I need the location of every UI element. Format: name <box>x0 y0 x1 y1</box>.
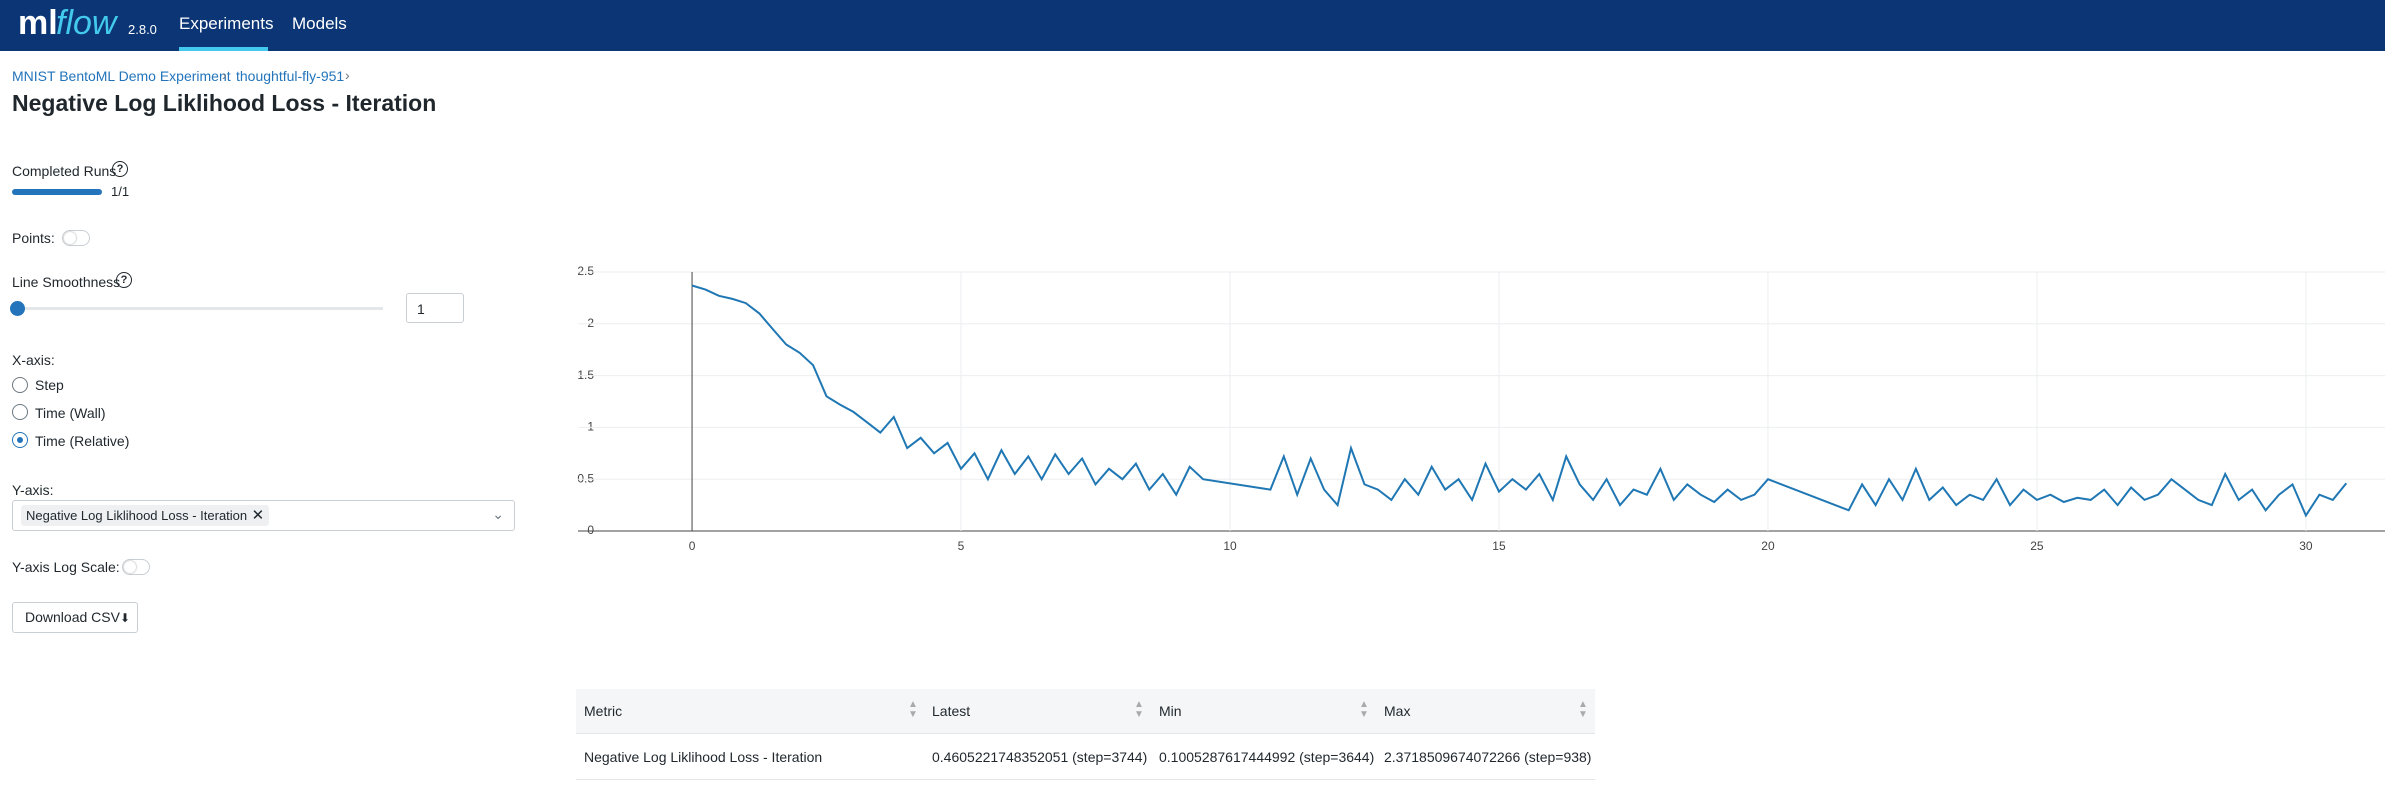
breadcrumb-separator: › <box>345 67 350 83</box>
nav-experiments[interactable]: Experiments <box>179 14 274 33</box>
cell-text: 0.1005287617444992 (step=3644) <box>1159 749 1375 765</box>
help-icon[interactable]: ? <box>116 272 132 288</box>
header-text: Metric <box>584 703 623 719</box>
table-cell: 0.1005287617444992 (step=3644) <box>1151 735 1376 780</box>
table-header-cell[interactable]: Min <box>1151 689 1376 734</box>
radio-wall[interactable] <box>12 404 28 420</box>
cell-text: 0.4605221748352051 (step=3744) <box>932 749 1148 765</box>
table-header-cell[interactable]: Latest <box>924 689 1151 734</box>
logo-ml[interactable]: ml <box>18 4 58 42</box>
sort-icon[interactable]: ▲ ▼ <box>1134 699 1144 720</box>
smoothness-value: 1 <box>417 301 425 317</box>
x-tick-label: 20 <box>1761 539 1775 553</box>
smoothness-input[interactable]: 1 <box>406 293 464 323</box>
x-axis-label: X-axis: <box>12 352 55 368</box>
points-label: Points: <box>12 230 55 246</box>
smoothness-label: Line Smoothness <box>12 274 121 290</box>
radio-step-label[interactable]: Step <box>35 377 64 393</box>
y-tick-label: 2 <box>587 316 594 330</box>
select-chevron: ⌄ <box>492 506 504 522</box>
log-scale-label: Y-axis Log Scale: <box>12 559 120 575</box>
version: 2.8.0 <box>128 22 157 37</box>
y-tick-label: 0 <box>587 523 594 537</box>
y-axis-selected: Negative Log Liklihood Loss - Iteration <box>26 508 248 523</box>
cell-text: 2.3718509674072266 (step=938) <box>1384 749 1592 765</box>
radio-step[interactable] <box>12 377 28 393</box>
header-text: Latest <box>932 703 971 719</box>
loss-line <box>691 284 2348 518</box>
page-title: Negative Log Liklihood Loss - Iteration <box>12 90 437 116</box>
x-tick-label: 30 <box>2299 539 2313 553</box>
x-tick-label: 10 <box>1223 539 1237 553</box>
header-text: Min <box>1159 703 1182 719</box>
sort-icon[interactable]: ▲ ▼ <box>1359 699 1369 720</box>
slider-track <box>18 307 383 310</box>
table-cell: 0.4605221748352051 (step=3744) <box>924 735 1151 780</box>
select-tag: Negative Log Liklihood Loss - Iteration ✕ <box>21 505 270 526</box>
x-tick-label: 5 <box>958 539 965 553</box>
completed-runs-label: Completed Runs <box>12 163 117 179</box>
nav-models[interactable]: Models <box>292 14 347 33</box>
points-toggle[interactable] <box>62 230 90 246</box>
y-tick-label: 2.5 <box>577 264 594 278</box>
cell-text: Negative Log Liklihood Loss - Iteration <box>584 749 823 765</box>
x-tick-label: 15 <box>1492 539 1506 553</box>
table-cell: 2.3718509674072266 (step=938) <box>1376 735 1595 780</box>
sort-icon[interactable]: ▲ ▼ <box>1578 699 1588 720</box>
y-tick-label: 1 <box>587 420 594 434</box>
y-axis-label: Y-axis: <box>12 482 54 498</box>
radio-wall-label[interactable]: Time (Wall) <box>35 405 106 421</box>
radio-relative[interactable] <box>12 432 28 448</box>
slider-handle[interactable] <box>10 301 25 316</box>
logo-flow[interactable]: flow <box>56 4 117 42</box>
completed-runs-value: 1/1 <box>111 184 130 199</box>
help-icon[interactable]: ? <box>112 161 128 177</box>
x-tick-label: 0 <box>689 539 696 553</box>
breadcrumb-separator: › <box>222 67 227 83</box>
top-bar: ml flow 2.8.0 Experiments Models <box>0 0 2385 51</box>
download-label: Download CSV <box>25 609 120 625</box>
table-cell: Negative Log Liklihood Loss - Iteration <box>576 735 924 780</box>
radio-relative-label[interactable]: Time (Relative) <box>35 433 130 449</box>
header-text: Max <box>1384 703 1411 719</box>
x-tick-label: 25 <box>2030 539 2044 553</box>
download-button[interactable]: Download CSV⬇ <box>12 602 138 633</box>
breadcrumb-run[interactable]: thoughtful-fly-951 <box>236 68 345 84</box>
y-tick-label: 1.5 <box>577 368 594 382</box>
sort-icon[interactable]: ▲ ▼ <box>908 699 918 720</box>
progress-bar <box>12 189 102 195</box>
nav-active-indicator <box>179 47 268 51</box>
breadcrumb-experiment[interactable]: MNIST BentoML Demo Experiment <box>12 68 231 84</box>
table-header-cell[interactable]: Max <box>1376 689 1595 734</box>
tag-remove[interactable]: ✕ <box>251 507 265 524</box>
log-scale-toggle[interactable] <box>122 559 150 575</box>
download-icon: ⬇ <box>119 611 130 625</box>
y-tick-label: 0.5 <box>577 471 594 485</box>
table-header-cell[interactable]: Metric <box>576 689 924 734</box>
y-axis-select[interactable]: Negative Log Liklihood Loss - Iteration ✕… <box>12 500 515 531</box>
